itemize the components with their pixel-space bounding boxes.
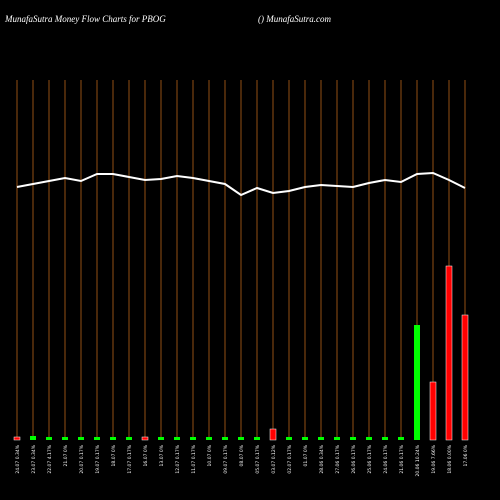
bar (62, 437, 68, 440)
bar (110, 437, 116, 440)
bar (190, 437, 196, 440)
bar (13, 436, 21, 441)
x-tick-label: 01.07 0% (303, 444, 309, 466)
bar (382, 437, 388, 440)
bar (174, 437, 180, 440)
x-tick-label: 12.07 0.17% (175, 444, 181, 473)
chart-title: MunafaSutra Money Flow Charts for PBOG (4, 14, 166, 24)
x-tick-label: 25.06 0.17% (367, 444, 373, 473)
x-tick-label: 20.07 0.17% (79, 444, 85, 473)
x-tick-label: 05.07 0.17% (255, 444, 261, 473)
bar (269, 428, 277, 441)
x-tick-label: 13.07 0% (159, 444, 165, 466)
x-tick-label: 19.07 0.17% (95, 444, 101, 473)
x-tick-label: 23.07 0.34% (31, 444, 37, 473)
bar (302, 437, 308, 440)
x-tick-label: 17.07 0.17% (127, 444, 133, 473)
money-flow-line (16, 171, 466, 197)
bar (445, 265, 453, 441)
x-tick-label: 26.06 0.17% (351, 444, 357, 473)
x-tick-label: 09.07 0.17% (223, 444, 229, 473)
x-tick-label: 18.07 0% (111, 444, 117, 466)
x-tick-label: 24.07 0.34% (15, 444, 21, 473)
bar (94, 437, 100, 440)
bar (350, 437, 356, 440)
bar (286, 437, 292, 440)
x-tick-label: 20.06 10.24% (415, 444, 421, 476)
x-tick-label: 08.07 0% (239, 444, 245, 466)
x-tick-label: 11.07 0.17% (191, 444, 197, 473)
bar (398, 437, 404, 440)
bar (126, 437, 132, 440)
bar (254, 437, 260, 440)
chart-subtitle: () MunafaSutra.com (258, 14, 331, 24)
x-tick-label: 27.06 0.17% (335, 444, 341, 473)
bar (366, 437, 372, 440)
bar (222, 437, 228, 440)
bar (238, 437, 244, 440)
x-tick-label: 18.06 0.00% (447, 444, 453, 473)
bar (461, 314, 469, 441)
bar (30, 436, 36, 440)
x-tick-label: 22.07 4.17% (47, 444, 53, 473)
x-tick-label: 10.07 0% (207, 444, 213, 466)
bar (318, 437, 324, 440)
x-tick-label: 03.07 0.12% (271, 444, 277, 473)
bar (414, 325, 420, 440)
bar (158, 437, 164, 440)
bar (141, 436, 149, 441)
x-tick-label: 16.07 0% (143, 444, 149, 466)
x-tick-label: 28.06 0.34% (319, 444, 325, 473)
bar (206, 437, 212, 440)
bar (429, 381, 437, 441)
x-tick-label: 02.07 0.17% (287, 444, 293, 473)
x-tick-label: 19.06 7.66% (431, 444, 437, 473)
x-tick-label: 24.06 0.17% (383, 444, 389, 473)
x-tick-label: 17.06 0% (463, 444, 469, 466)
x-tick-label: 21.06 0.17% (399, 444, 405, 473)
bar (78, 437, 84, 440)
bar (46, 437, 52, 440)
x-tick-label: 21.07 0% (63, 444, 69, 466)
bar (334, 437, 340, 440)
